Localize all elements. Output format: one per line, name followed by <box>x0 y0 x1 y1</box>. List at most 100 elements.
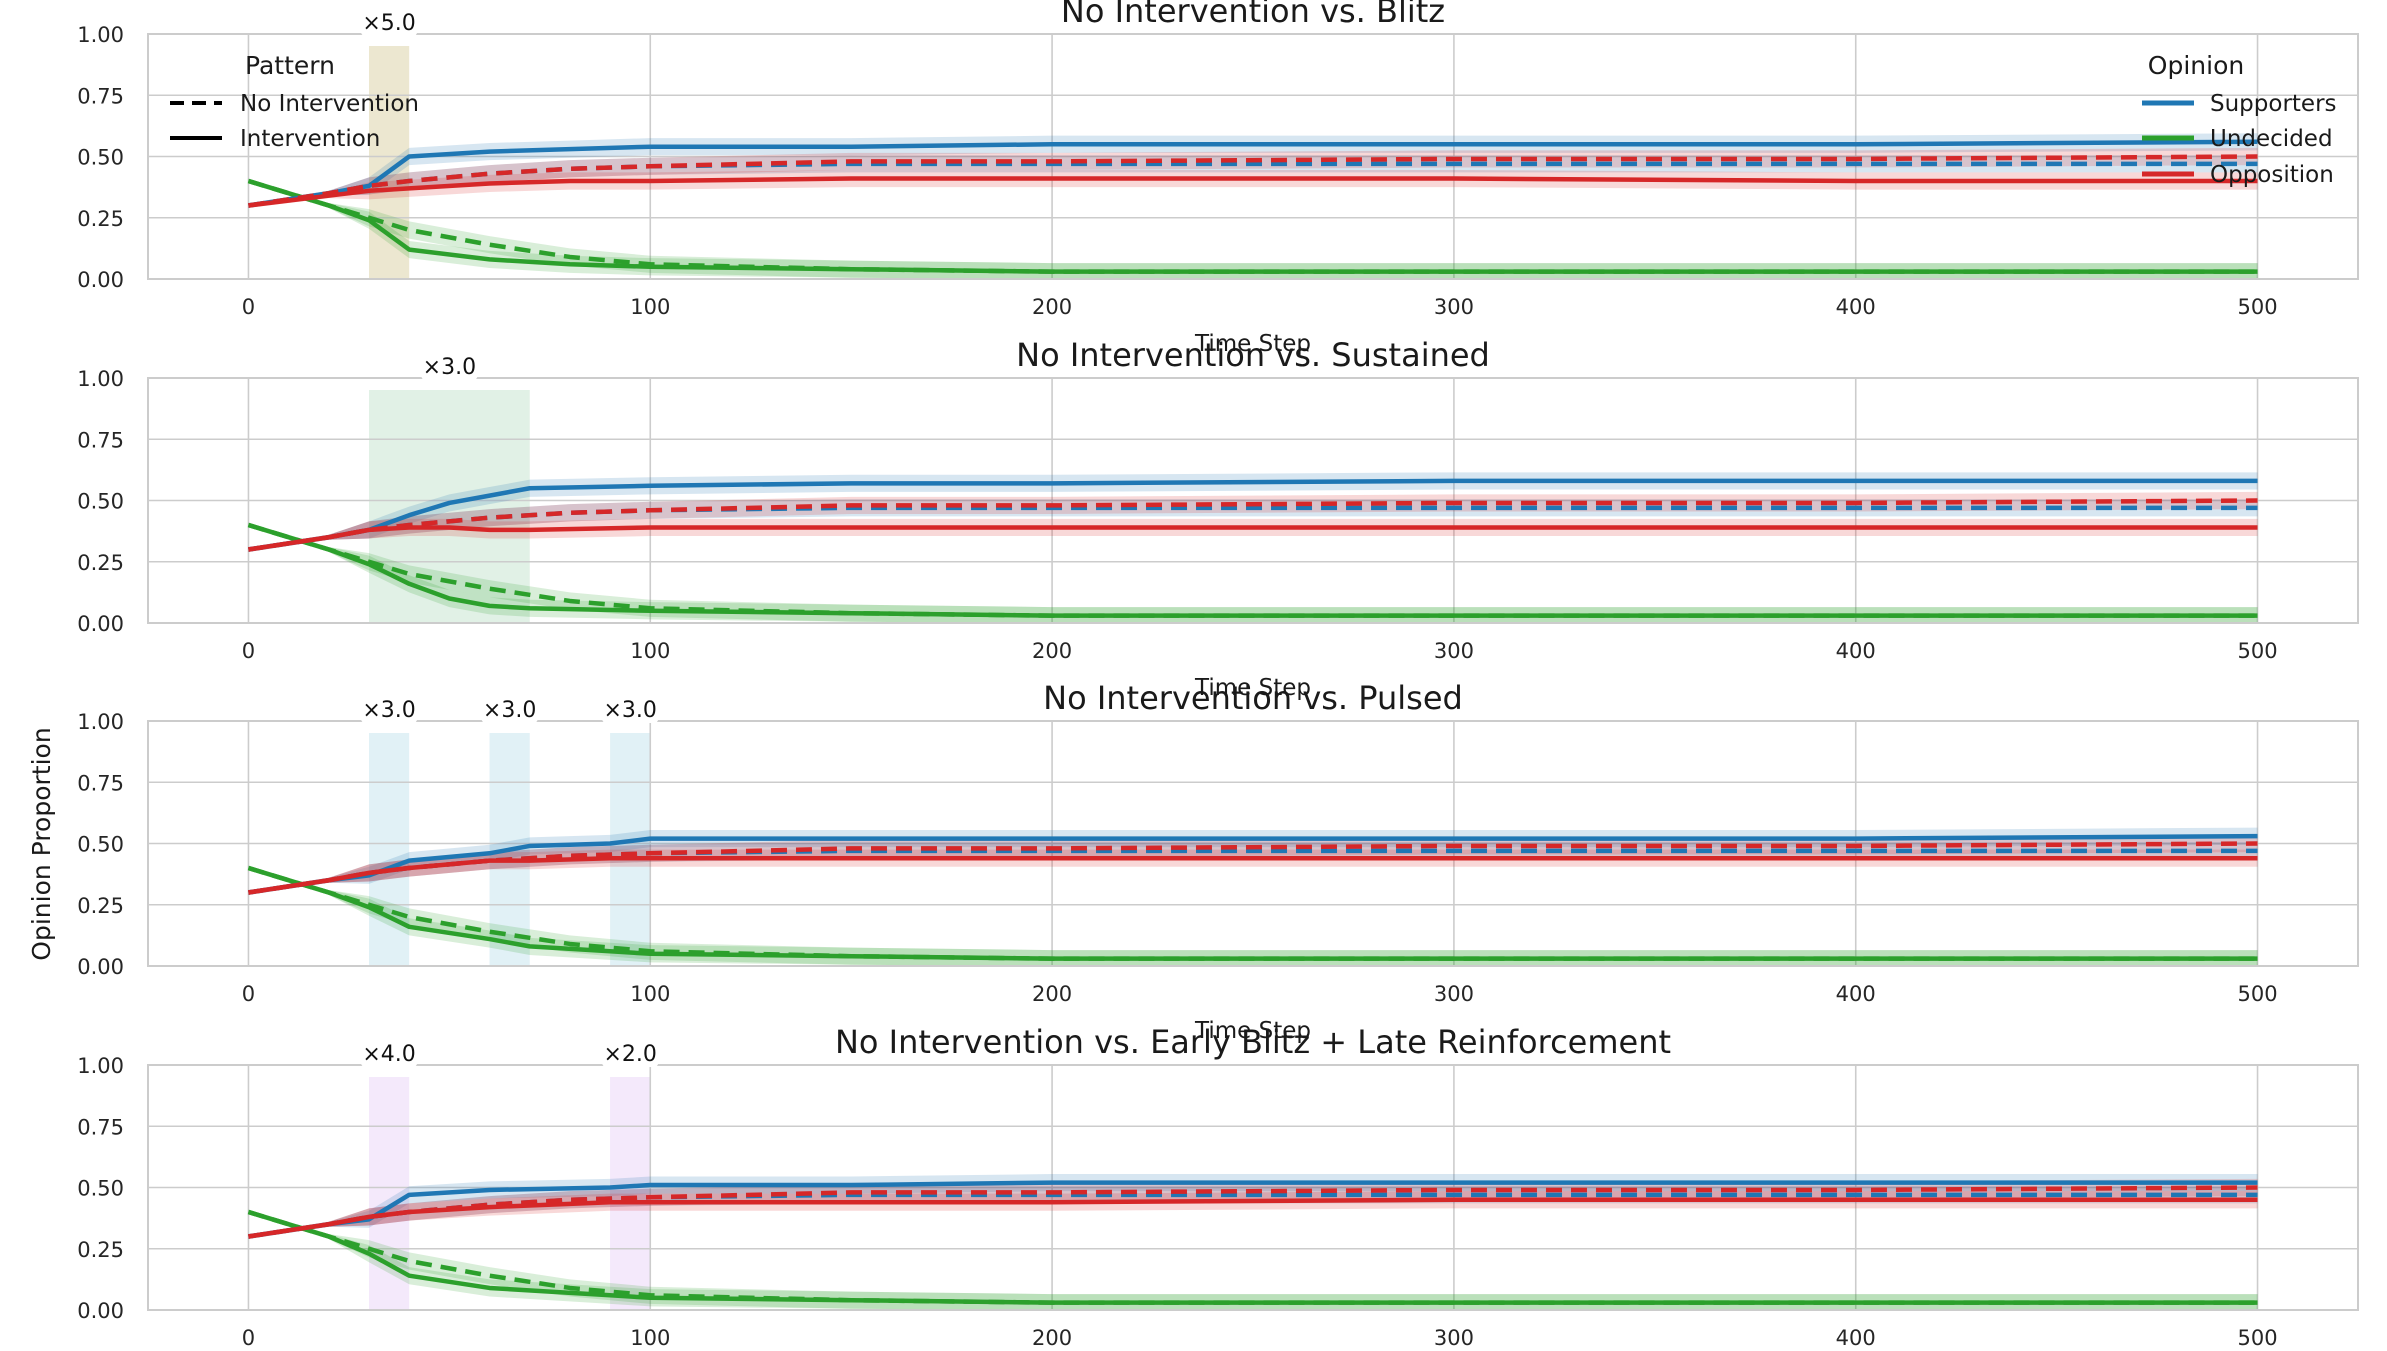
x-tick-label: 100 <box>630 639 670 663</box>
y-tick-label: 0.75 <box>77 1115 124 1139</box>
series-line-opposition-intervention <box>248 176 2258 208</box>
x-tick-label: 0 <box>242 295 255 319</box>
x-tick-label: 0 <box>242 1326 255 1350</box>
x-tick-label: 500 <box>2237 1326 2277 1350</box>
interval-multiplier-label: ×3.0 <box>362 698 415 723</box>
intervention-interval <box>610 1077 651 1310</box>
series-confidence-band <box>248 472 2258 552</box>
y-tick-label: 0.25 <box>77 207 124 231</box>
series-confidence-band <box>248 522 2258 623</box>
interval-multiplier-label: ×4.0 <box>362 1042 415 1067</box>
series-confidence-band <box>248 1209 2258 1310</box>
interval-label-bg <box>421 352 478 380</box>
subplot-title: No Intervention vs. Sustained <box>1016 336 1490 374</box>
x-tick-label: 200 <box>1032 639 1072 663</box>
pattern-legend-title: Pattern <box>245 51 335 80</box>
series-confidence-band <box>248 133 2258 208</box>
x-tick-label: 200 <box>1032 982 1072 1006</box>
x-tick-label: 0 <box>242 639 255 663</box>
series-confidence-band <box>248 155 2258 208</box>
y-tick-label: 0.25 <box>77 894 124 918</box>
series-line-opposition-no-intervention <box>248 154 2258 208</box>
subplot-title: No Intervention vs. Early Blitz + Late R… <box>835 1023 1671 1061</box>
y-tick-label: 1.00 <box>77 23 124 47</box>
series-line-supporters-intervention <box>248 833 2258 895</box>
x-tick-label: 0 <box>242 982 255 1006</box>
subplot-2: ×3.0 0.00 0.25 0.50 0.75 1.00 0 100 200 300 400 500… <box>77 336 2359 701</box>
plot-frame <box>147 377 2359 624</box>
interval-label-bg <box>602 695 659 723</box>
x-tick-label: 500 <box>2237 639 2277 663</box>
opinion-legend-title: Opinion <box>2148 51 2244 80</box>
subplot-3: ×3.0 ×3.0 ×3.0 0.00 0.25 0.50 0.75 1.00 0 100 200 3… <box>77 679 2359 1044</box>
y-tick-label: 0.00 <box>77 955 124 979</box>
subplot-title: No Intervention vs. Blitz <box>1061 0 1445 30</box>
plot-frame <box>147 33 2359 280</box>
intervention-interval <box>369 390 530 623</box>
y-tick-label: 0.00 <box>77 268 124 292</box>
y-tick-label: 0.25 <box>77 1238 124 1262</box>
series-confidence-band <box>248 1209 2258 1310</box>
y-tick-label: 1.00 <box>77 1054 124 1078</box>
x-axis-label: Time Step <box>1194 675 1311 701</box>
series-confidence-band <box>248 849 2258 895</box>
series-line-opposition-intervention <box>248 525 2258 552</box>
plot-frame <box>147 720 2359 967</box>
interval-multiplier-label: ×3.0 <box>483 698 536 723</box>
series-line-undecided-intervention <box>247 865 2258 961</box>
x-tick-label: 300 <box>1434 639 1474 663</box>
series-confidence-band <box>248 842 2258 895</box>
x-tick-label: 100 <box>630 295 670 319</box>
interval-label-bg <box>361 1039 418 1067</box>
legend-no-intervention-label: No Intervention <box>240 91 419 117</box>
interval-label-bg <box>361 695 418 723</box>
series-confidence-band <box>248 865 2258 966</box>
legend-undecided-label: Undecided <box>2210 126 2333 152</box>
x-tick-label: 500 <box>2237 982 2277 1006</box>
y-tick-label: 0.25 <box>77 551 124 575</box>
plot-frame <box>147 1064 2359 1311</box>
opinion-legend: Opinion Supporters Undecided Opposition <box>2142 51 2337 188</box>
legend-supporters-label: Supporters <box>2210 91 2337 117</box>
x-tick-label: 300 <box>1434 295 1474 319</box>
series-confidence-band <box>248 178 2258 279</box>
interval-multiplier-label: ×3.0 <box>603 698 656 723</box>
x-tick-label: 200 <box>1032 295 1072 319</box>
interval-multiplier-label: ×5.0 <box>362 11 415 36</box>
series-confidence-band <box>248 499 2258 552</box>
series-line-opposition-intervention <box>248 1197 2258 1239</box>
legend-opposition-label: Opposition <box>2210 162 2334 188</box>
x-axis-label: Time Step <box>1194 1018 1311 1044</box>
intervention-interval <box>369 733 410 966</box>
subplot-4: ×4.0 ×2.0 0.00 0.25 0.50 0.75 1.00 0 100 200 300 40… <box>77 1023 2359 1350</box>
series-confidence-band <box>248 169 2258 208</box>
series-line-undecided-intervention <box>247 1209 2258 1305</box>
subplot-title: No Intervention vs. Pulsed <box>1043 679 1463 717</box>
series-line-undecided-intervention <box>247 178 2258 274</box>
x-tick-label: 400 <box>1836 295 1876 319</box>
x-tick-label: 200 <box>1032 1326 1072 1350</box>
interval-label-bg <box>361 8 418 36</box>
y-tick-label: 0.50 <box>77 490 124 514</box>
interval-multiplier-label: ×2.0 <box>603 1042 656 1067</box>
y-axis-label: Opinion Proportion <box>27 727 56 960</box>
y-tick-label: 0.00 <box>77 612 124 636</box>
x-tick-label: 300 <box>1434 1326 1474 1350</box>
legend-intervention-label: Intervention <box>240 126 380 152</box>
interval-label-bg <box>602 1039 659 1067</box>
y-tick-label: 0.75 <box>77 84 124 108</box>
y-tick-label: 1.00 <box>77 367 124 391</box>
x-tick-label: 100 <box>630 982 670 1006</box>
x-tick-label: 300 <box>1434 982 1474 1006</box>
y-tick-label: 0.75 <box>77 428 124 452</box>
y-tick-label: 0.50 <box>77 1177 124 1201</box>
x-tick-label: 100 <box>630 1326 670 1350</box>
series-confidence-band <box>248 178 2258 279</box>
pattern-legend: Pattern No Intervention Intervention <box>170 51 419 152</box>
series-line-undecided-intervention <box>247 522 2258 618</box>
intervention-interval <box>610 733 651 966</box>
series-line-opposition-intervention <box>248 855 2258 895</box>
subplot-1: ×5.0 0.00 0.25 0.50 0.75 1.00 0 100 200 300 400 500… <box>77 0 2359 357</box>
y-tick-label: 1.00 <box>77 710 124 734</box>
y-tick-label: 0.75 <box>77 771 124 795</box>
